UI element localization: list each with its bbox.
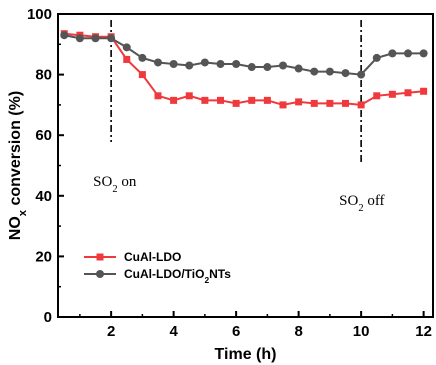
data-point-circle (75, 34, 84, 43)
legend-marker-circle (96, 270, 104, 278)
annotation-so2-on: SO2 on (93, 174, 137, 195)
data-point-square (263, 96, 271, 104)
data-point-square (326, 99, 334, 107)
data-point-circle (310, 67, 319, 76)
data-point-circle (138, 53, 147, 62)
data-point-square (154, 92, 162, 100)
data-point-circle (294, 64, 303, 73)
data-point-square (185, 92, 193, 100)
x-tick-label: 12 (415, 323, 432, 340)
data-point-square (420, 87, 428, 95)
y-tick-label: 80 (35, 67, 52, 84)
data-point-circle (91, 34, 100, 43)
y-tick-label: 40 (35, 188, 52, 205)
y-tick-label: 100 (27, 6, 52, 23)
data-point-square (388, 90, 396, 98)
data-point-square (342, 99, 349, 107)
data-point-circle (263, 63, 272, 72)
data-point-circle (404, 49, 412, 58)
data-point-circle (388, 49, 397, 58)
legend-label: CuAl-LDO/TiO2NTs (124, 267, 231, 285)
x-axis-title: Time (h) (215, 346, 277, 363)
x-tick-label: 8 (294, 323, 302, 340)
x-tick-label: 2 (107, 323, 115, 340)
data-point-circle (60, 31, 69, 40)
plot-area: 0 20 40 60 80 100 2 4 6 8 10 12 Time (h) NOx conversi… (7, 6, 434, 363)
data-point-square (404, 89, 412, 97)
data-point-square (170, 96, 178, 104)
x-tick-label: 6 (232, 323, 240, 340)
data-point-circle (169, 59, 178, 68)
data-point-square (201, 96, 209, 104)
data-point-circle (325, 67, 334, 76)
series-line-cual-ldo-tio2nts (64, 34, 424, 76)
data-point-circle (154, 58, 162, 67)
data-point-circle (122, 43, 131, 52)
data-point-circle (185, 61, 194, 70)
data-point-square (138, 71, 146, 79)
annotation-so2-off: SO2 off (339, 193, 384, 214)
data-point-square (357, 101, 365, 109)
data-point-square (310, 99, 318, 107)
legend-label: CuAl-LDO (124, 250, 181, 264)
data-point-square (217, 96, 224, 104)
data-point-square (279, 101, 287, 109)
data-point-square (295, 98, 303, 106)
y-tick-label: 20 (35, 248, 52, 265)
x-tick-label: 10 (353, 323, 370, 340)
series-line-cual-ldo (64, 32, 424, 106)
x-tick-label: 4 (169, 323, 178, 340)
data-point-square (248, 96, 256, 104)
y-tick-label: 0 (44, 309, 52, 326)
data-point-square (232, 99, 240, 107)
legend-marker-square (96, 253, 104, 261)
data-point-circle (232, 59, 241, 68)
data-point-circle (107, 34, 116, 43)
data-point-circle (247, 63, 256, 72)
data-point-square (123, 55, 131, 63)
data-point-circle (216, 59, 225, 68)
data-point-circle (200, 58, 209, 67)
data-point-circle (372, 53, 381, 62)
data-point-circle (357, 70, 366, 79)
y-tick-label: 60 (35, 127, 52, 144)
data-point-circle (279, 61, 287, 70)
y-axis-title: NOx conversion (%) (7, 91, 29, 240)
data-point-circle (419, 49, 428, 58)
data-point-circle (341, 69, 350, 78)
data-point-square (373, 92, 381, 100)
